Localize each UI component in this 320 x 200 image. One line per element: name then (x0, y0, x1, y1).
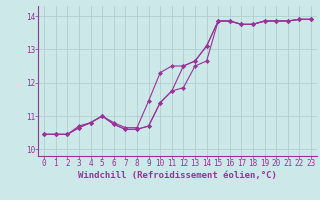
X-axis label: Windchill (Refroidissement éolien,°C): Windchill (Refroidissement éolien,°C) (78, 171, 277, 180)
